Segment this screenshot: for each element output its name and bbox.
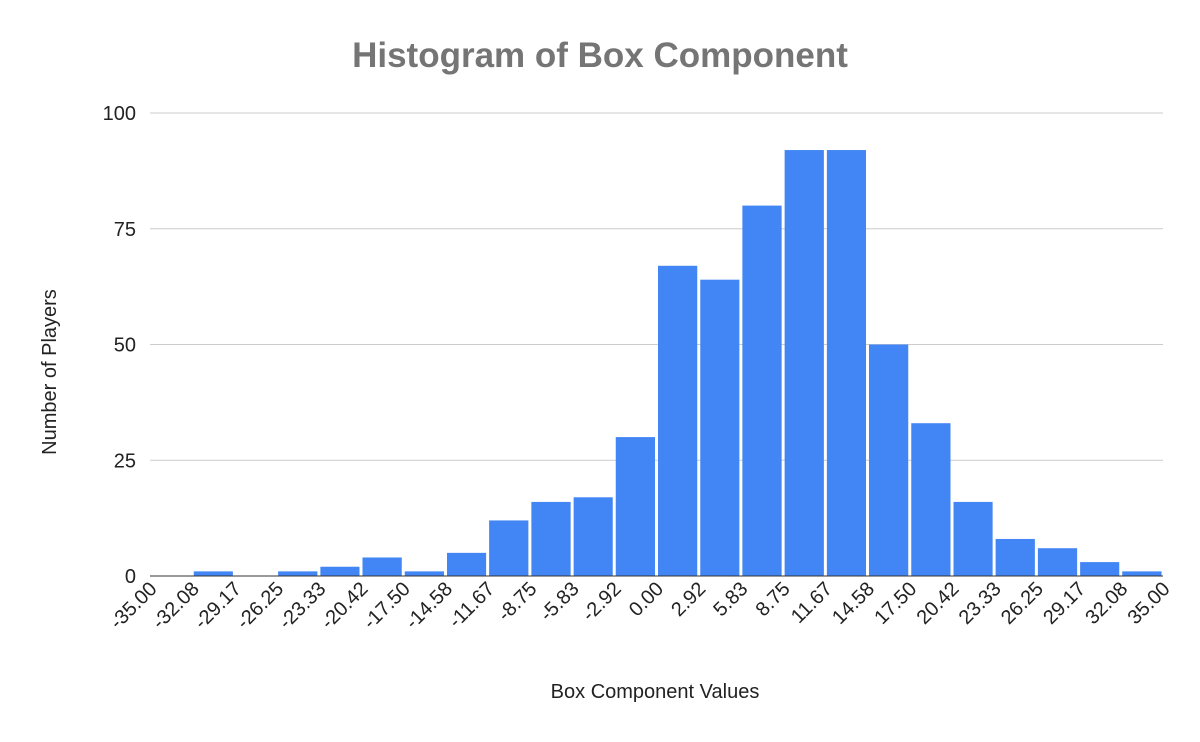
bar xyxy=(658,265,698,576)
bar xyxy=(995,538,1035,576)
y-tick-label: 25 xyxy=(114,450,136,472)
y-tick-label: 50 xyxy=(114,335,136,357)
bar xyxy=(615,437,655,576)
bar xyxy=(1080,562,1120,576)
bar xyxy=(1122,571,1162,576)
bar xyxy=(531,501,571,576)
x-axis-label: Box Component Values xyxy=(551,681,760,703)
bar xyxy=(489,520,529,576)
bar xyxy=(742,205,782,576)
bar xyxy=(193,571,233,576)
y-axis-label: Number of Players xyxy=(39,289,61,455)
bar xyxy=(784,150,824,577)
y-tick-label: 0 xyxy=(125,566,136,588)
bar xyxy=(362,557,402,576)
y-tick-label: 100 xyxy=(103,103,136,125)
y-tick-label: 75 xyxy=(114,219,136,241)
bar xyxy=(1037,548,1078,576)
bar xyxy=(953,501,993,576)
bar xyxy=(868,344,909,576)
bar xyxy=(700,279,740,576)
bar xyxy=(404,571,445,576)
bar xyxy=(911,423,951,576)
bar xyxy=(278,571,318,576)
chart-title: Histogram of Box Component xyxy=(352,36,848,75)
bar xyxy=(320,566,360,576)
bar xyxy=(447,552,487,576)
bar xyxy=(573,497,613,576)
bar xyxy=(826,150,866,577)
